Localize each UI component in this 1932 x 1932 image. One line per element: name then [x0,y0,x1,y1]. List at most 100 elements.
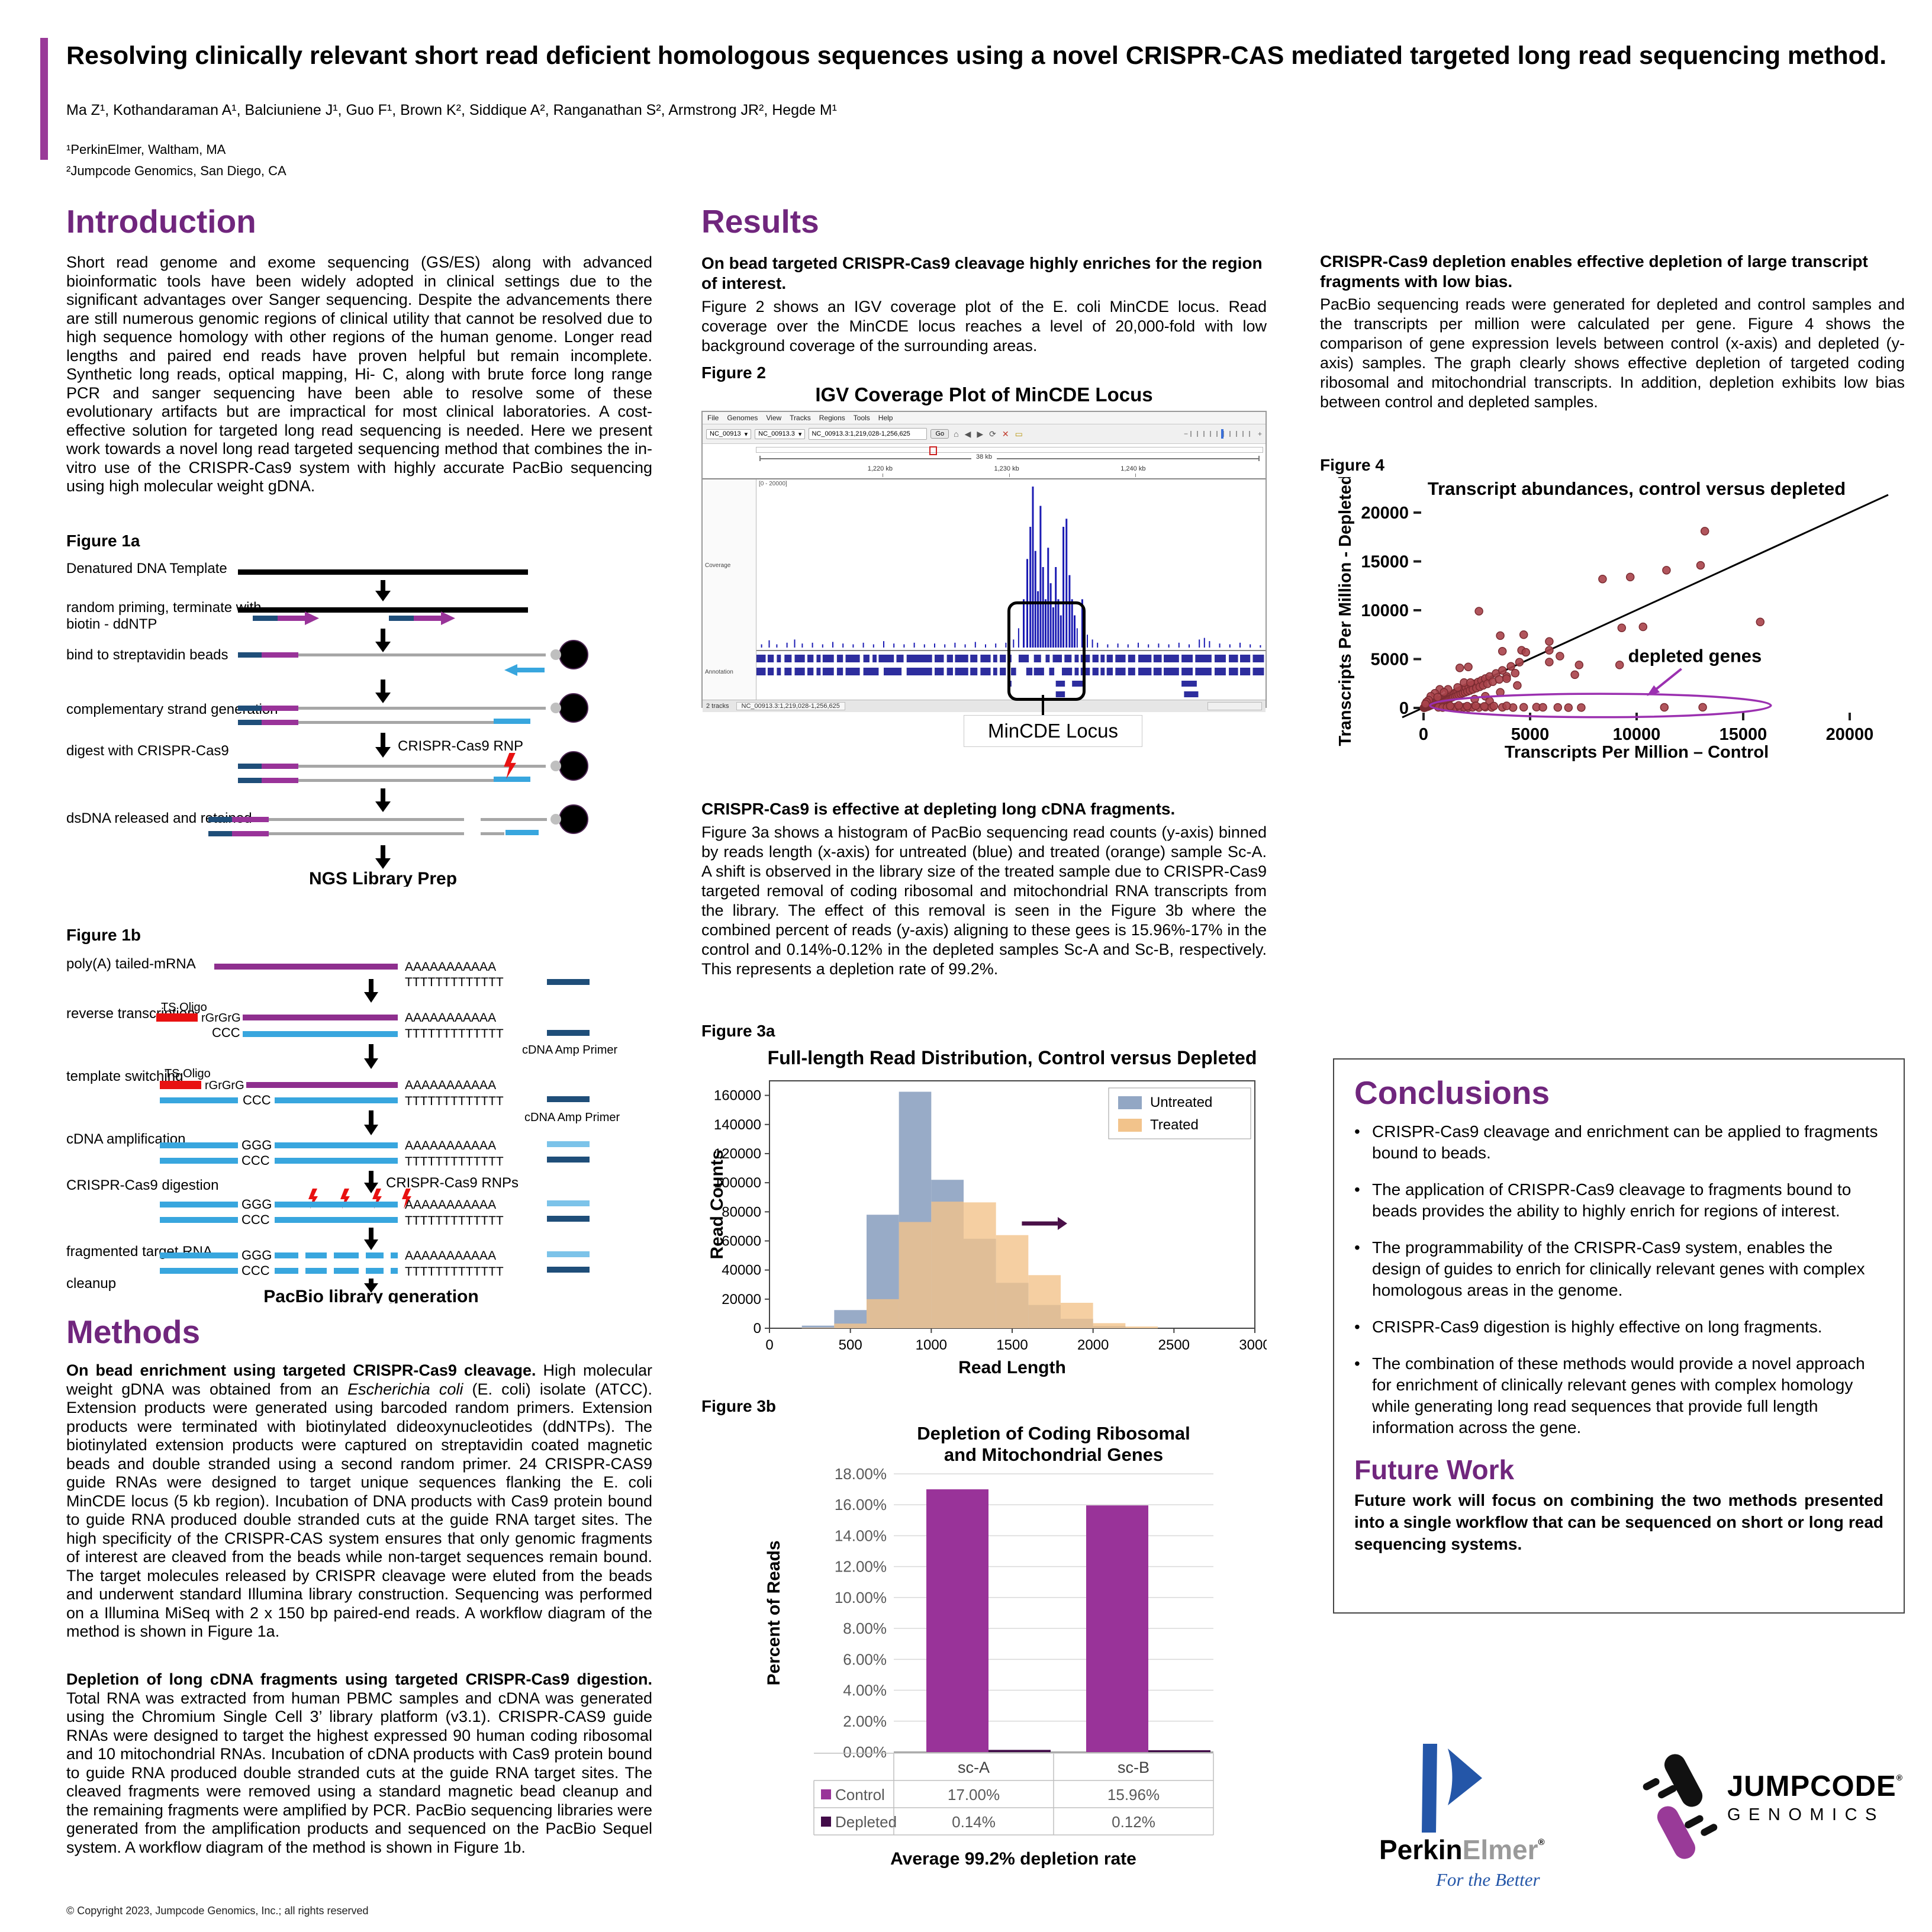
svg-text:8.00%: 8.00% [843,1619,887,1637]
svg-text:16.00%: 16.00% [835,1496,887,1514]
svg-text:20000: 20000 [1361,504,1409,523]
svg-text:TTTTTTTTTTTTT: TTTTTTTTTTTTT [405,1027,504,1041]
bead-bound-strand [238,640,588,676]
introduction-paragraph: Short read genome and exome sequencing (… [66,253,652,495]
fig1a-step-label: bind to streptavidin beads [66,647,228,663]
poster-title: Resolving clinically relevant short read… [66,41,1887,70]
status-locus: NC_00913.3:1,219,028-1,256,625 [736,702,845,710]
digestion-product [238,751,588,783]
affiliation-1: ¹PerkinElmer, Waltham, MA [66,142,226,157]
zoom-thumb[interactable] [1221,429,1223,439]
ruler-tick-label: 1,230 kb [994,465,1019,472]
fig4-xlabel: Transcripts Per Million – Control [1505,743,1769,762]
template-switching-row: rGrGrG AAAAAAAAAAA CCC TTTTTTTTTTTTT cDN… [160,1078,620,1124]
svg-text:2.00%: 2.00% [843,1712,887,1730]
back-arrow-icon[interactable]: ◀ [964,429,971,439]
svg-text:15000: 15000 [1720,725,1767,744]
methods-paragraph-1: On bead enrichment using targeted CRISPR… [66,1361,652,1641]
conclusion-bullet: • CRISPR-Cas9 cleavage and enrichment can… [1354,1122,1878,1162]
igv-menu-view[interactable]: View [766,414,782,422]
igv-menu-tools[interactable]: Tools [853,414,870,422]
close-region-icon[interactable]: ✕ [1002,429,1009,439]
conclusion-bullet: • The application of CRISPR-Cas9 cleavage… [1354,1180,1852,1220]
svg-text:10000: 10000 [1613,725,1661,744]
forward-arrow-icon[interactable]: ▶ [977,429,984,439]
svg-text:0.00%: 0.00% [843,1743,887,1761]
fig3a-bars [801,1091,1158,1328]
refresh-icon[interactable]: ⟳ [989,429,996,439]
igv-menu-genomes[interactable]: Genomes [727,414,758,422]
figure-1b-label: Figure 1b [66,926,141,944]
igv-tracks-area: Coverage Annotation [0 - 20000] [703,479,1266,700]
perkinelmer-tagline: For the Better [1436,1869,1540,1890]
reverse-transcription-row: rGrGrG AAAAAAAAAAA CCC TTTTTTTTTTTTT cDN… [156,1011,617,1057]
svg-text:5000: 5000 [1511,725,1550,744]
random-primer [253,611,455,625]
zoom-out-icon[interactable]: − [1183,430,1188,438]
region-tool-icon[interactable]: ▭ [1015,429,1023,439]
svg-text:rGrGrG: rGrGrG [205,1079,244,1092]
conclusion-bullet: • CRISPR-Cas9 digestion is highly effecti… [1354,1318,1822,1336]
svg-text:GGG: GGG [242,1248,272,1263]
svg-text:sc-B: sc-B [1118,1759,1149,1776]
fig1a-step-label: random priming, terminate with [66,600,261,616]
ideogram-region-box [929,446,937,455]
home-icon[interactable]: ⌂ [954,429,959,439]
zoom-slider[interactable]: − + [1183,429,1262,439]
svg-text:10000: 10000 [1361,601,1409,620]
figure-2-title: IGV Coverage Plot of MinCDE Locus [815,384,1153,405]
jumpcode-genomics-word: GENOMICS [1727,1805,1885,1824]
gene-boxes [756,655,1264,697]
methods-p2-lead: Depletion of long cDNA fragments using t… [66,1670,652,1688]
ruler-tick-label: 1,240 kb [1120,465,1146,472]
igv-toolbar: NC_00913▾ NC_00913.3▾ Go ⌂ ◀ ▶ ⟳ ✕ ▭ −+ [703,424,1266,444]
track-count: 2 tracks [706,703,729,710]
mincde-callout-box [1007,601,1086,701]
svg-text:140000: 140000 [714,1117,761,1133]
svg-text:CCC: CCC [242,1263,270,1278]
igv-menu-file[interactable]: File [707,414,719,422]
fragmented-rows: GGG AAAAAAAAAAA CCC TTTTTTTTTTTTT [160,1248,590,1279]
locus-input[interactable] [809,428,928,440]
igv-menu-regions[interactable]: Regions [819,414,845,422]
span-label: 38 kb [703,453,1266,461]
down-arrow-icon [364,1110,378,1135]
mincde-callout-stem [1042,695,1044,715]
conclusions-heading: Conclusions [1354,1074,1550,1111]
svg-text:Control: Control [835,1786,885,1804]
go-button[interactable]: Go [930,429,949,439]
fig3b-caption: Average 99.2% depletion rate [890,1849,1136,1869]
svg-text:17.00%: 17.00% [948,1786,1000,1804]
genome-select[interactable]: NC_00913 ▾ [706,429,752,439]
gene-annotation-track [756,655,1264,697]
igv-menu-help[interactable]: Help [878,414,893,422]
svg-text:20000: 20000 [1826,725,1874,744]
crispr-rnp-label: CRISPR-Cas9 RNP [398,738,523,754]
chevron-down-icon: ▾ [744,430,748,438]
igv-menubar: File Genomes View Tracks Regions Tools Help [703,412,1266,424]
svg-text:18.00%: 18.00% [835,1465,887,1483]
ts-oligo-label: TS Oligo [165,1067,211,1080]
down-arrow-icon [375,680,391,703]
svg-text:15000: 15000 [1361,553,1409,572]
chromosome-select[interactable]: NC_00913.3 ▾ [755,429,806,439]
down-arrow-icon [364,1228,378,1250]
registered-mark-icon: ® [1538,1837,1545,1847]
fig1a-step-label: Denatured DNA Template [66,561,227,577]
crispr-rnps-label: CRISPR-Cas9 RNPs [386,1175,519,1191]
fig3b-title: and Mitochondrial Genes [944,1444,1163,1465]
svg-text:GGG: GGG [242,1138,272,1152]
amp-primer-label: cDNA Amp Primer [522,1044,617,1057]
svg-text:GGG: GGG [242,1197,272,1212]
down-arrow-icon [375,845,391,869]
svg-text:6.00%: 6.00% [843,1650,887,1668]
fig3b-title: Depletion of Coding Ribosomal [917,1423,1190,1444]
igv-menu-tracks[interactable]: Tracks [790,414,811,422]
zoom-in-icon[interactable]: + [1257,430,1262,438]
fig3a-title: Full-length Read Distribution, Control v… [768,1047,1257,1068]
depleted-genes-label: depleted genes [1628,645,1762,666]
svg-text:CCC: CCC [242,1153,270,1168]
down-arrow-icon [375,580,391,601]
svg-text:120000: 120000 [714,1146,761,1162]
svg-text:80000: 80000 [722,1204,761,1220]
